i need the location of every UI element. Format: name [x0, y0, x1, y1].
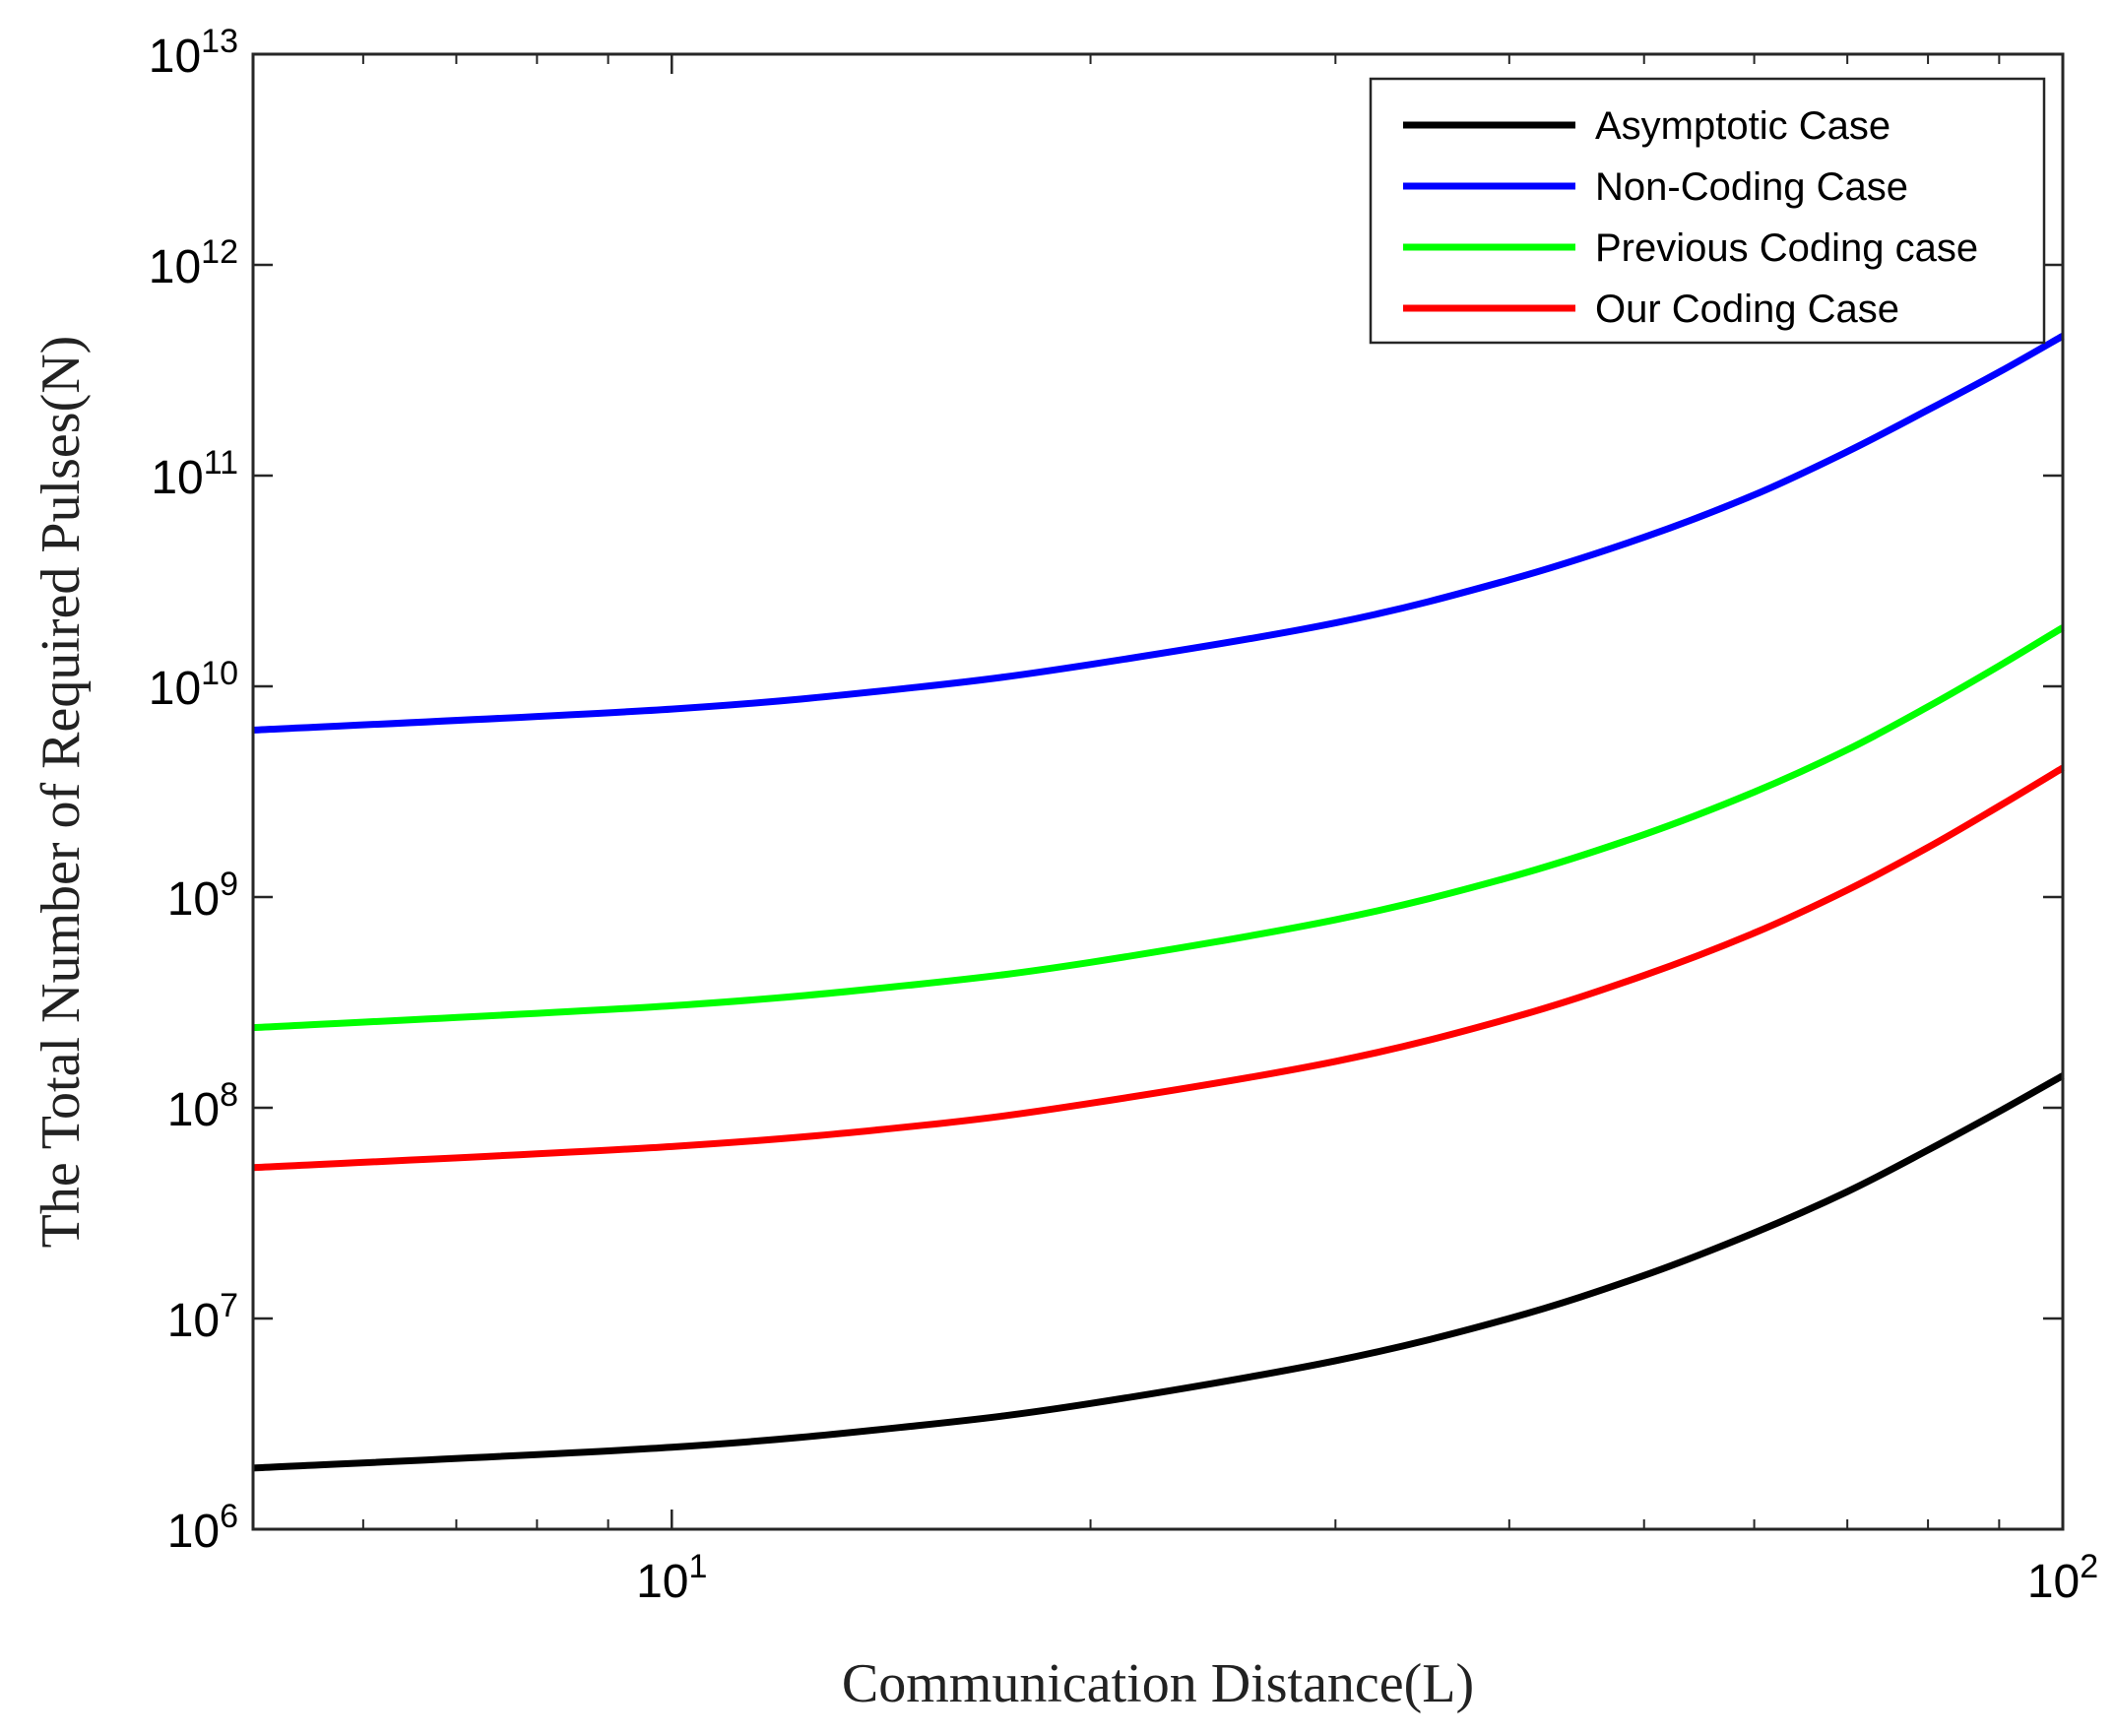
- y-tick-label: 1010: [149, 655, 238, 715]
- y-tick-label: 108: [167, 1076, 238, 1136]
- y-axis-title: The Total Number of Required Pulses(N): [31, 336, 92, 1249]
- y-tick-labels: 106 107 108 109 1010 1011 1012 1013: [149, 23, 238, 1558]
- x-tick-labels: 101 102: [636, 1548, 2098, 1608]
- x-tick-label: 101: [636, 1548, 707, 1608]
- y-tick-label: 1012: [149, 233, 238, 293]
- y-tick-label: 107: [167, 1287, 238, 1347]
- y-tick-label: 1013: [149, 23, 238, 83]
- x-axis-title: Communication Distance(L): [842, 1653, 1474, 1714]
- y-tick-label: 106: [167, 1498, 238, 1558]
- y-tick-label: 1011: [151, 444, 238, 504]
- y-tick-label: 109: [167, 866, 238, 926]
- series-layer: [252, 333, 2065, 1472]
- legend: Asymptotic Case Non-Coding Case Previous C…: [1369, 77, 2046, 345]
- legend-label-previous-coding-case: Previous Coding case: [1595, 226, 1978, 270]
- legend-label-asymptotic-case: Asymptotic Case: [1595, 104, 1890, 148]
- plot-frame: [251, 52, 2065, 1531]
- ticks-layer: [253, 52, 2065, 1531]
- series-line-our-coding-case: [252, 764, 2065, 1172]
- series-line-previous-coding-case: [252, 624, 2065, 1032]
- legend-label-our-coding-case: Our Coding Case: [1595, 288, 1899, 331]
- series-line-asymptotic-case: [252, 1072, 2065, 1472]
- x-tick-label: 102: [2027, 1548, 2098, 1608]
- series-line-non-coding-case: [252, 333, 2065, 734]
- legend-label-non-coding-case: Non-Coding Case: [1595, 165, 1908, 209]
